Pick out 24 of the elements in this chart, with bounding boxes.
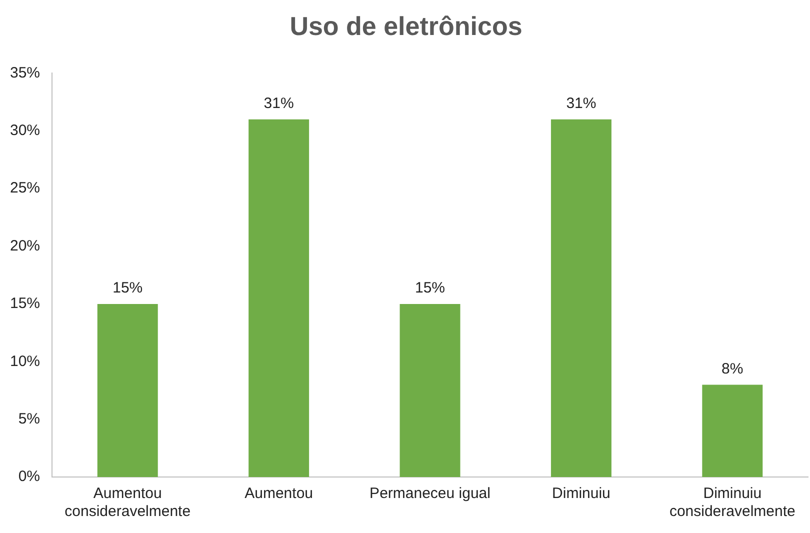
bar — [400, 304, 460, 477]
data-label: 31% — [264, 94, 294, 112]
y-tick-label: 5% — [18, 410, 40, 428]
y-tick-label: 35% — [10, 64, 40, 82]
x-tick-label: Aumentou consideravelmente — [64, 485, 191, 520]
data-label: 15% — [414, 280, 446, 297]
data-label: 8% — [722, 360, 744, 378]
data-label: 15% — [112, 280, 143, 297]
y-tick-label: 0% — [18, 468, 40, 486]
x-tick-label: Permaneceu igual — [370, 485, 490, 502]
data-label: 31% — [566, 94, 596, 112]
bar — [550, 119, 612, 477]
chart-title: Uso de eletrônicos — [290, 10, 522, 41]
y-tick-label: 25% — [10, 180, 40, 197]
bar — [702, 384, 763, 477]
y-tick-label: 10% — [10, 352, 40, 370]
x-tick-label: Diminuiu consideravelmente — [669, 485, 796, 520]
bar — [97, 304, 158, 477]
x-tick-label: Aumentou — [244, 485, 314, 502]
bar — [248, 119, 310, 477]
y-tick-label: 30% — [10, 122, 40, 140]
y-tick-label: 20% — [10, 237, 40, 254]
y-tick-label: 15% — [10, 295, 40, 312]
x-tick-label: Diminuiu — [552, 485, 610, 502]
